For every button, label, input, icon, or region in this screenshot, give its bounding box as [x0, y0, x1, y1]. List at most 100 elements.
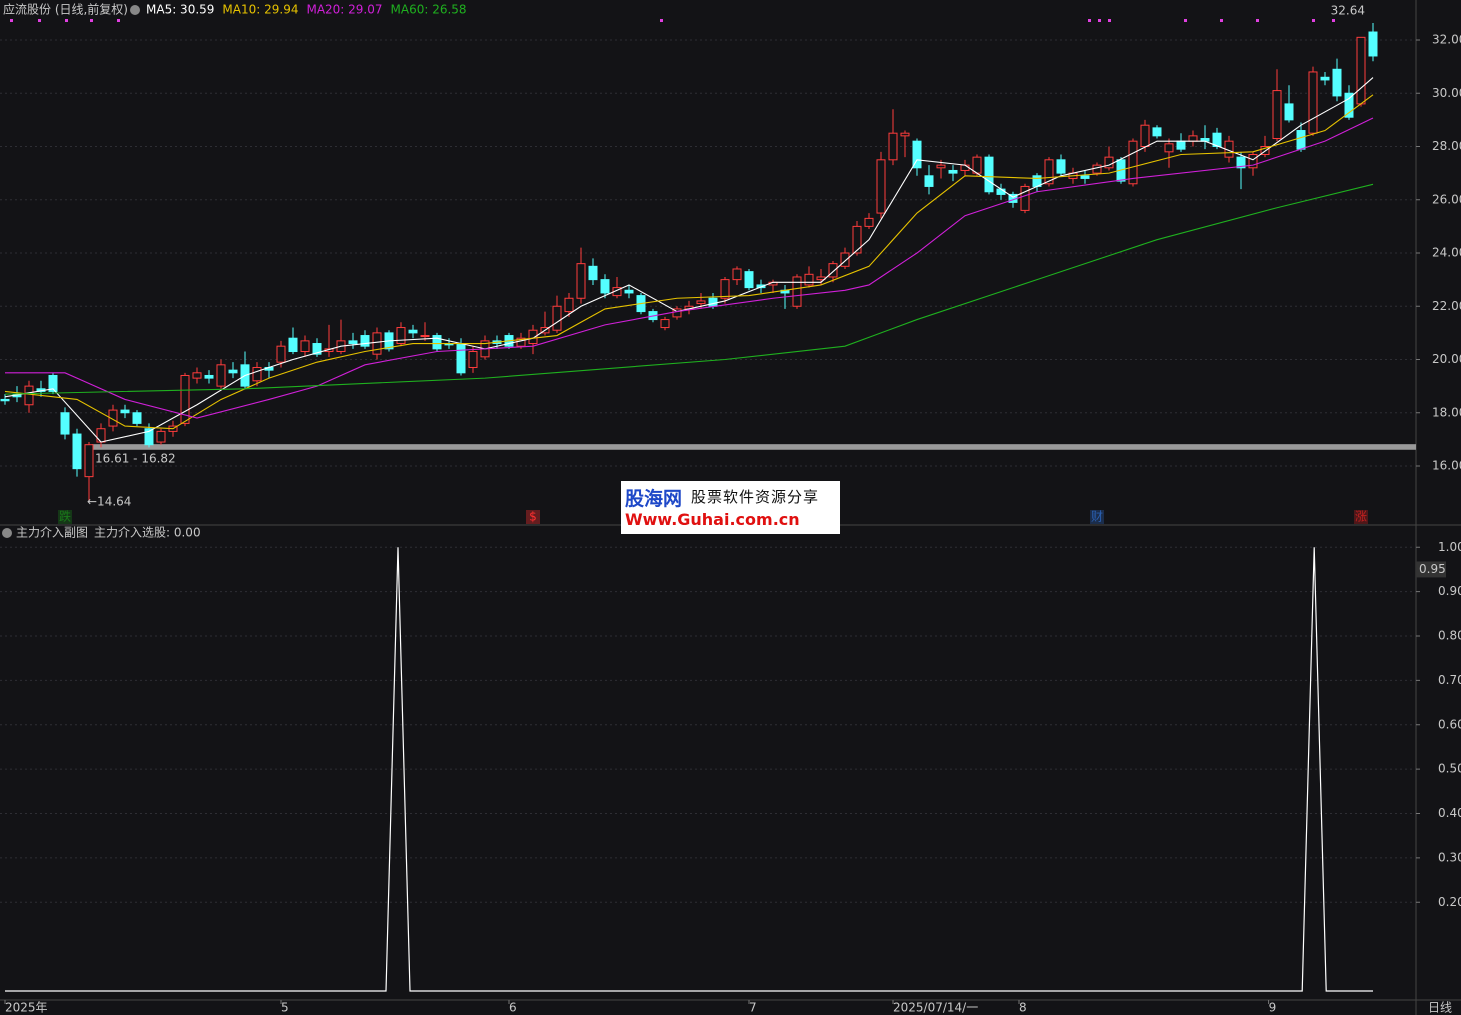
signal-dots	[10, 19, 1335, 22]
ma-line	[5, 117, 1374, 419]
candle-body	[24, 385, 34, 406]
candle-body	[216, 364, 226, 387]
candle-body	[1308, 71, 1318, 134]
candle-body	[420, 335, 430, 338]
candle-body	[576, 263, 586, 299]
sub-title: 主力介入副图	[16, 526, 88, 540]
candle-body	[0, 398, 10, 402]
y-tick-label: 0.20	[1438, 895, 1461, 909]
price-band	[92, 444, 1416, 450]
candle-body	[960, 164, 970, 171]
y-tick-label: 0.80	[1438, 629, 1461, 643]
signal-marker-bg	[58, 510, 72, 524]
candle-body	[144, 428, 154, 446]
candle-body	[1236, 156, 1246, 169]
menu-icon[interactable]	[130, 5, 140, 15]
cursor-tag	[1416, 561, 1446, 578]
candle-body	[1152, 127, 1162, 137]
candle-body	[300, 340, 310, 353]
candle-body	[744, 271, 754, 289]
legend-entry: MA10: 29.94	[222, 3, 298, 17]
x-tick-label: 9	[1269, 1001, 1277, 1015]
menu-icon[interactable]	[2, 528, 12, 538]
ma-line	[4, 94, 1374, 430]
candle-body	[60, 412, 70, 435]
candle-body	[564, 297, 574, 313]
candle-body	[852, 225, 862, 254]
candle-body	[792, 276, 802, 307]
candle-body	[1140, 124, 1150, 147]
candle-body	[1212, 132, 1222, 147]
x-tick-label: 8	[1019, 1001, 1027, 1015]
candle-body	[252, 366, 262, 382]
y-tick-label: 0.70	[1438, 673, 1461, 687]
y-tick-label: 22.00	[1432, 299, 1461, 313]
candle-body	[432, 335, 442, 350]
candle-body	[888, 132, 898, 161]
candle-body	[912, 140, 922, 169]
y-tick-label: 24.00	[1432, 246, 1461, 260]
sub-legend: 主力介入选股: 0.00	[94, 526, 201, 540]
signal-marker-bg	[1090, 510, 1104, 524]
candle-body	[348, 340, 358, 345]
x-tick-label: 2025年	[5, 1001, 48, 1015]
y-tick-label: 32.00	[1432, 33, 1461, 47]
signal-marker: $	[529, 510, 537, 524]
x-tick-label: 7	[749, 1001, 757, 1015]
chart-title: 应流股份 (日线,前复权)	[3, 2, 128, 17]
x-tick-label: 6	[509, 1001, 517, 1015]
price-annotation: 32.64	[1331, 3, 1365, 17]
signal-marker: 涨	[1355, 509, 1367, 524]
y-tick-label: 0.90	[1438, 584, 1461, 598]
y-tick-label: 26.00	[1432, 192, 1461, 206]
candle-body	[120, 409, 130, 414]
candle-body	[900, 132, 910, 137]
candle-body	[96, 428, 106, 443]
y-tick-label: 30.00	[1432, 86, 1461, 100]
candle-body	[1284, 103, 1294, 121]
y-tick-label: 28.00	[1432, 139, 1461, 153]
signal-marker: 跌	[59, 509, 71, 524]
candle-body	[708, 297, 718, 307]
ma-line	[4, 183, 1374, 395]
y-tick-label: 1.00	[1438, 540, 1461, 554]
candle-body	[948, 169, 958, 174]
candle-body	[396, 327, 406, 345]
candle-body	[1104, 156, 1114, 169]
legend-entry: MA5: 30.59	[146, 3, 214, 17]
y-tick-label: 20.00	[1432, 352, 1461, 366]
candle-body	[276, 345, 286, 363]
signal-marker-bg	[1354, 510, 1368, 524]
candle-body	[48, 374, 58, 392]
signal-marker: 财	[1091, 510, 1103, 524]
watermark-slogan: 股票软件资源分享	[691, 488, 820, 506]
x-tick-label: 2025/07/14/一	[893, 1001, 978, 1015]
candle-body	[1188, 135, 1198, 142]
x-tick-label: 5	[281, 1001, 289, 1015]
candle-body	[1020, 185, 1030, 211]
legend-entry: MA60: 26.58	[391, 3, 467, 17]
candle-body	[1320, 76, 1330, 81]
candle-body	[1368, 31, 1378, 57]
candle-body	[1344, 92, 1354, 118]
candle-body	[756, 284, 766, 289]
watermark-url: Www.Guhai.com.cn	[625, 510, 800, 529]
candle-body	[228, 369, 238, 374]
y-tick-label: 18.00	[1432, 405, 1461, 419]
candle-body	[1056, 159, 1066, 174]
candle-body	[1092, 164, 1102, 174]
candle-body	[1044, 159, 1054, 185]
candle-body	[672, 308, 682, 318]
legend-entry: MA20: 29.07	[306, 3, 382, 17]
indicator-line	[5, 547, 1373, 992]
candle-body	[204, 374, 214, 379]
candle-body	[624, 289, 634, 294]
candle-body	[840, 252, 850, 267]
candle-body	[864, 217, 874, 227]
candle-body	[828, 263, 838, 278]
candle-body	[456, 343, 466, 374]
y-tick-label: 0.50	[1438, 762, 1461, 776]
y-tick-label: 0.30	[1438, 850, 1461, 864]
ma-line	[4, 77, 1374, 443]
